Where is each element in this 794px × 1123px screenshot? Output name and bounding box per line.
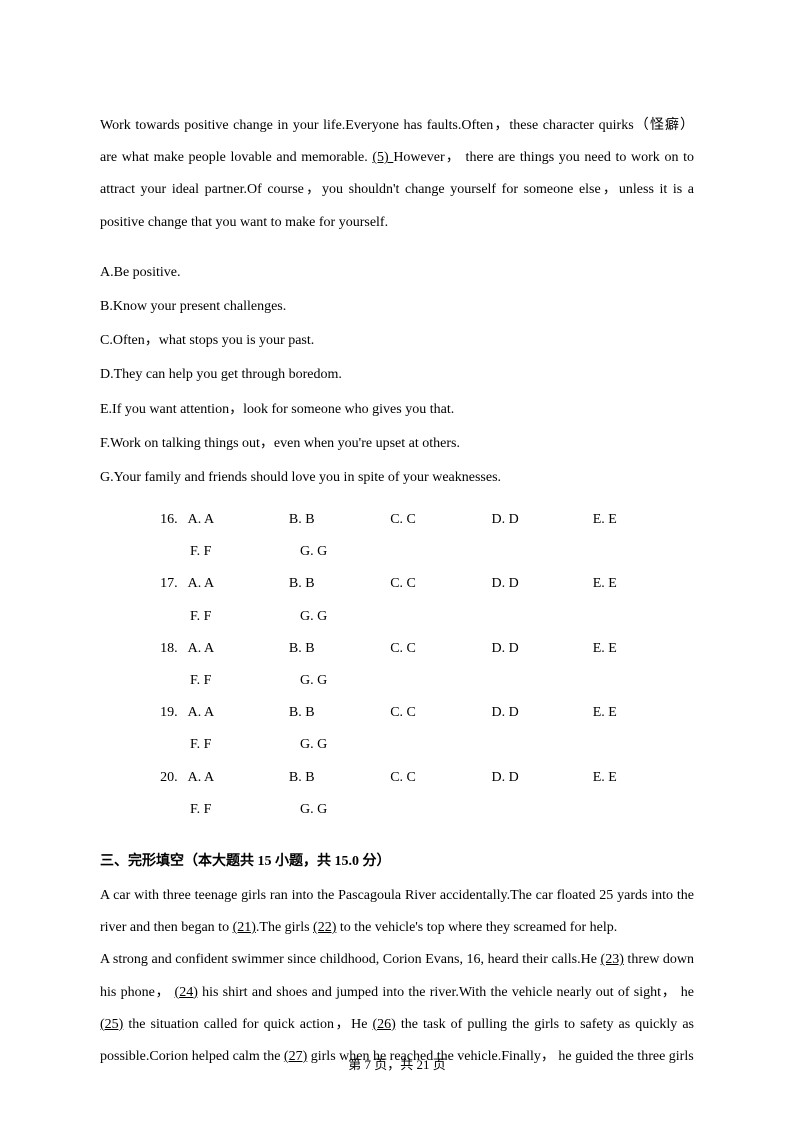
opt-c: C. C <box>390 762 491 794</box>
opt-b: B. B <box>289 633 390 665</box>
opt-a: A. A <box>188 504 289 536</box>
opt-a: A. A <box>188 568 289 600</box>
table-row: F. F G. G <box>190 794 694 826</box>
opt-d: D. D <box>491 697 592 729</box>
opt-d: D. D <box>491 504 592 536</box>
table-row: F. F G. G <box>190 665 694 697</box>
opt-d: D. D <box>491 762 592 794</box>
opt-f: F. F <box>190 729 300 761</box>
qnum-17: 17. <box>150 568 188 600</box>
opt-f: F. F <box>190 601 300 633</box>
opt-g: G. G <box>300 794 410 826</box>
table-row: 18. A. A B. B C. C D. D E. E <box>150 633 694 665</box>
qnum-16: 16. <box>150 504 188 536</box>
reading-paragraph: Work towards positive change in your lif… <box>100 110 694 239</box>
table-row: 20. A. A B. B C. C D. D E. E <box>150 762 694 794</box>
opt-c: C. C <box>390 504 491 536</box>
cloze-s3: to the vehicle's top where they screamed… <box>336 920 617 935</box>
opt-g: G. G <box>300 729 410 761</box>
cloze-s7: the situation called for quick action，He <box>123 1017 372 1032</box>
blank-5: (5) <box>372 150 393 165</box>
opt-d: D. D <box>491 568 592 600</box>
option-list: A.Be positive. B.Know your present chall… <box>100 257 694 494</box>
cloze-s2: .The girls <box>256 920 313 935</box>
opt-f: F. F <box>190 536 300 568</box>
opt-g: G. G <box>300 536 410 568</box>
opt-e: E. E <box>593 568 694 600</box>
opt-a: A. A <box>188 762 289 794</box>
opt-a: A. A <box>188 633 289 665</box>
option-d: D.They can help you get through boredom. <box>100 359 694 391</box>
table-row: F. F G. G <box>190 601 694 633</box>
option-c: C.Often，what stops you is your past. <box>100 325 694 357</box>
opt-e: E. E <box>593 633 694 665</box>
option-g: G.Your family and friends should love yo… <box>100 462 694 494</box>
opt-e: E. E <box>593 504 694 536</box>
answer-table: 16. A. A B. B C. C D. D E. E F. F G. G 1… <box>150 504 694 826</box>
table-row: F. F G. G <box>190 729 694 761</box>
opt-b: B. B <box>289 504 390 536</box>
opt-g: G. G <box>300 601 410 633</box>
blank-24: (24) <box>175 985 198 1000</box>
opt-g: G. G <box>300 665 410 697</box>
blank-21: (21) <box>233 920 256 935</box>
opt-b: B. B <box>289 697 390 729</box>
opt-c: C. C <box>390 568 491 600</box>
opt-e: E. E <box>593 697 694 729</box>
opt-b: B. B <box>289 568 390 600</box>
cloze-s6: his shirt and shoes and jumped into the … <box>198 985 694 1000</box>
option-e: E.If you want attention，look for someone… <box>100 394 694 426</box>
page-footer: 第 7 页，共 21 页 <box>0 1054 794 1073</box>
cloze-s4: A strong and confident swimmer since chi… <box>100 952 601 967</box>
opt-e: E. E <box>593 762 694 794</box>
qnum-20: 20. <box>150 762 188 794</box>
qnum-18: 18. <box>150 633 188 665</box>
table-row: F. F G. G <box>190 536 694 568</box>
table-row: 19. A. A B. B C. C D. D E. E <box>150 697 694 729</box>
blank-22: (22) <box>313 920 336 935</box>
qnum-19: 19. <box>150 697 188 729</box>
blank-23: (23) <box>601 952 624 967</box>
blank-26: (26) <box>372 1017 395 1032</box>
opt-f: F. F <box>190 665 300 697</box>
opt-d: D. D <box>491 633 592 665</box>
option-b: B.Know your present challenges. <box>100 291 694 323</box>
option-a: A.Be positive. <box>100 257 694 289</box>
section3-title: 三、完形填空（本大题共 15 小题，共 15.0 分） <box>100 850 694 870</box>
cloze-paragraph: A car with three teenage girls ran into … <box>100 880 694 944</box>
blank-25: (25) <box>100 1017 123 1032</box>
table-row: 16. A. A B. B C. C D. D E. E <box>150 504 694 536</box>
opt-c: C. C <box>390 633 491 665</box>
option-f: F.Work on talking things out，even when y… <box>100 428 694 460</box>
opt-c: C. C <box>390 697 491 729</box>
table-row: 17. A. A B. B C. C D. D E. E <box>150 568 694 600</box>
opt-b: B. B <box>289 762 390 794</box>
opt-a: A. A <box>188 697 289 729</box>
opt-f: F. F <box>190 794 300 826</box>
